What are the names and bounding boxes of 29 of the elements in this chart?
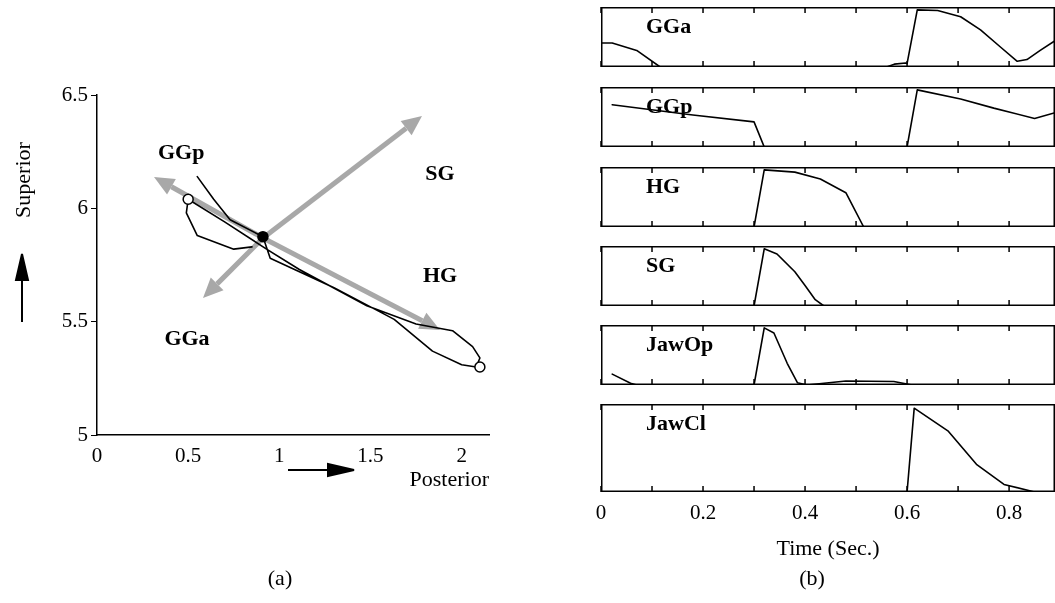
x-tick-label: 0.6 [893,500,921,525]
y-tick-label: 5 [77,421,88,446]
x-tick-label: 1 [274,443,285,468]
y-axis-title: Superior [9,141,35,218]
annotation: GGa [164,325,210,351]
legend-label: JawOp [646,330,714,356]
x-tick-label: 0.2 [689,500,717,525]
x-tick-label: 0.8 [995,500,1023,525]
x-tick-label: 2 [456,443,467,468]
x-tick-label: 0.4 [791,500,819,525]
text: (a) [267,565,293,591]
y-tick-label: 6.5 [61,81,88,106]
legend-label: GGp [646,92,693,118]
x-axis-title: Posterior [409,465,490,491]
annotation: GGp [157,138,205,164]
y-tick-label: 5.5 [61,308,88,333]
legend-label: HG [646,172,681,198]
legend-label: SG [646,251,676,277]
legend-label: JawCl [646,409,706,435]
legend-label: GGa [646,12,692,38]
text: (b) [799,565,825,591]
y-tick-label: 6 [77,194,88,219]
annotation: HG [422,262,458,288]
x-tick-label: 1.5 [357,443,384,468]
x-tick-label: 0.5 [175,443,202,468]
x-tick-label: 0 [595,500,607,525]
x-tick-label: 0 [91,443,103,468]
annotation: SG [425,160,455,186]
x-axis-title: Time (Sec.) [776,534,880,560]
